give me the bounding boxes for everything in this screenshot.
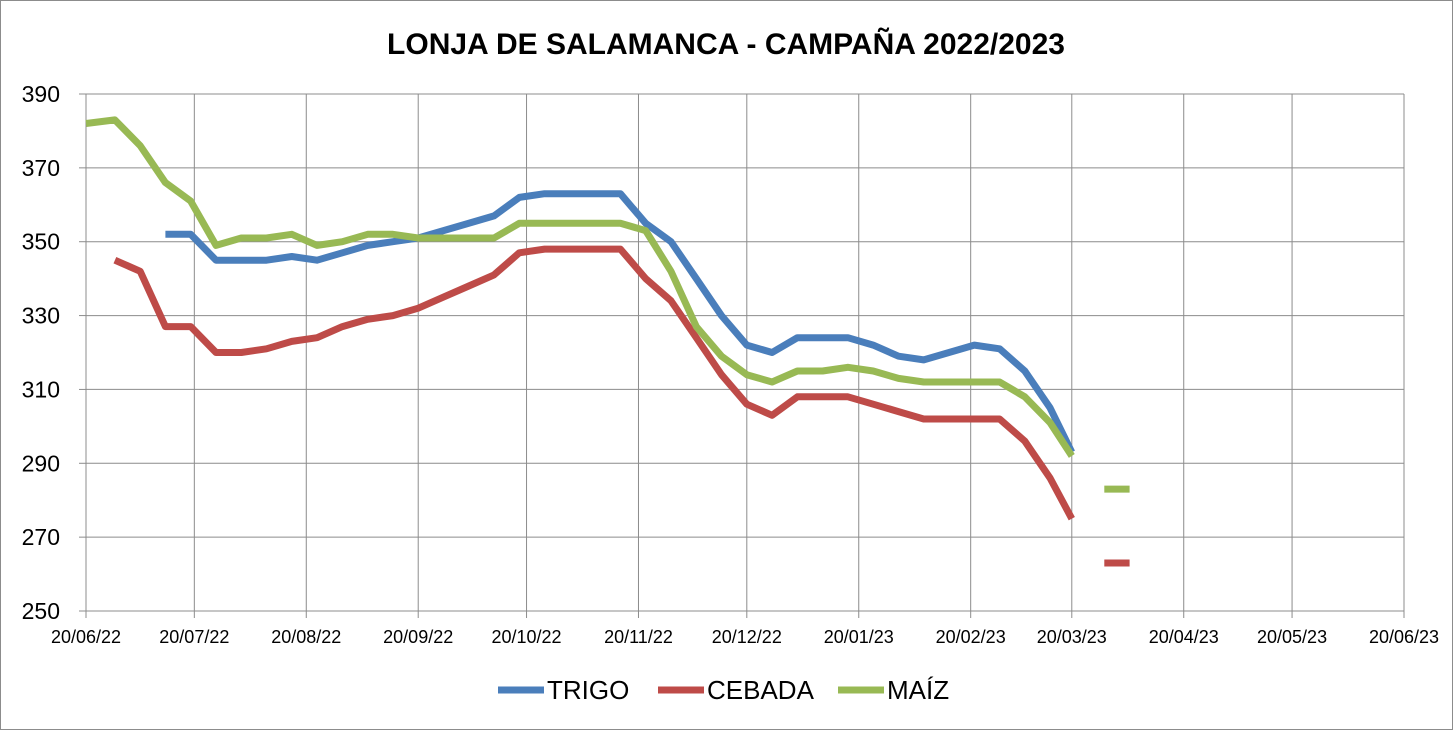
x-tick-label: 20/06/23 (1369, 627, 1439, 647)
series-line-maiz (85, 116, 1075, 458)
series-line-trigo (165, 190, 1075, 454)
x-tick-label: 20/06/22 (51, 627, 121, 647)
x-tick-label: 20/02/23 (936, 627, 1006, 647)
x-axis-ticks: 20/06/22 20/07/22 20/08/22 20/09/22 20/10/22… (51, 627, 1439, 647)
x-tick-label: 20/04/23 (1149, 627, 1219, 647)
x-tick-label: 20/11/22 (604, 627, 673, 647)
legend-label-trigo: TRIGO (547, 675, 629, 705)
y-tick-label: 330 (22, 303, 60, 329)
y-tick-label: 290 (22, 450, 60, 476)
x-tick-label: 20/03/23 (1037, 627, 1107, 647)
y-tick-label: 390 (22, 81, 60, 107)
x-tick-label: 20/10/22 (491, 627, 561, 647)
y-tick-label: 250 (22, 598, 60, 624)
x-tick-label: 20/08/22 (271, 627, 341, 647)
chart-title: LONJA DE SALAMANCA - CAMPAÑA 2022/2023 (387, 27, 1065, 61)
x-tick-label: 20/01/23 (824, 627, 894, 647)
x-tick-label: 20/05/23 (1257, 627, 1327, 647)
series-lines (85, 116, 1130, 567)
x-tick-label: 20/12/22 (712, 627, 782, 647)
y-tick-label: 270 (22, 524, 60, 550)
grid (79, 93, 1405, 618)
x-tick-label: 20/07/22 (159, 627, 229, 647)
y-tick-label: 310 (22, 376, 60, 402)
y-axis-ticks: 250 270 290 310 330 350 370 390 (22, 81, 60, 624)
y-tick-label: 350 (22, 229, 60, 255)
x-tick-label: 20/09/22 (383, 627, 453, 647)
series-line-cebada (113, 245, 1075, 521)
legend-label-maiz: MAÍZ (887, 675, 949, 705)
y-tick-label: 370 (22, 155, 60, 181)
legend-label-cebada: CEBADA (707, 675, 815, 705)
legend: TRIGO CEBADA MAÍZ (498, 675, 949, 705)
